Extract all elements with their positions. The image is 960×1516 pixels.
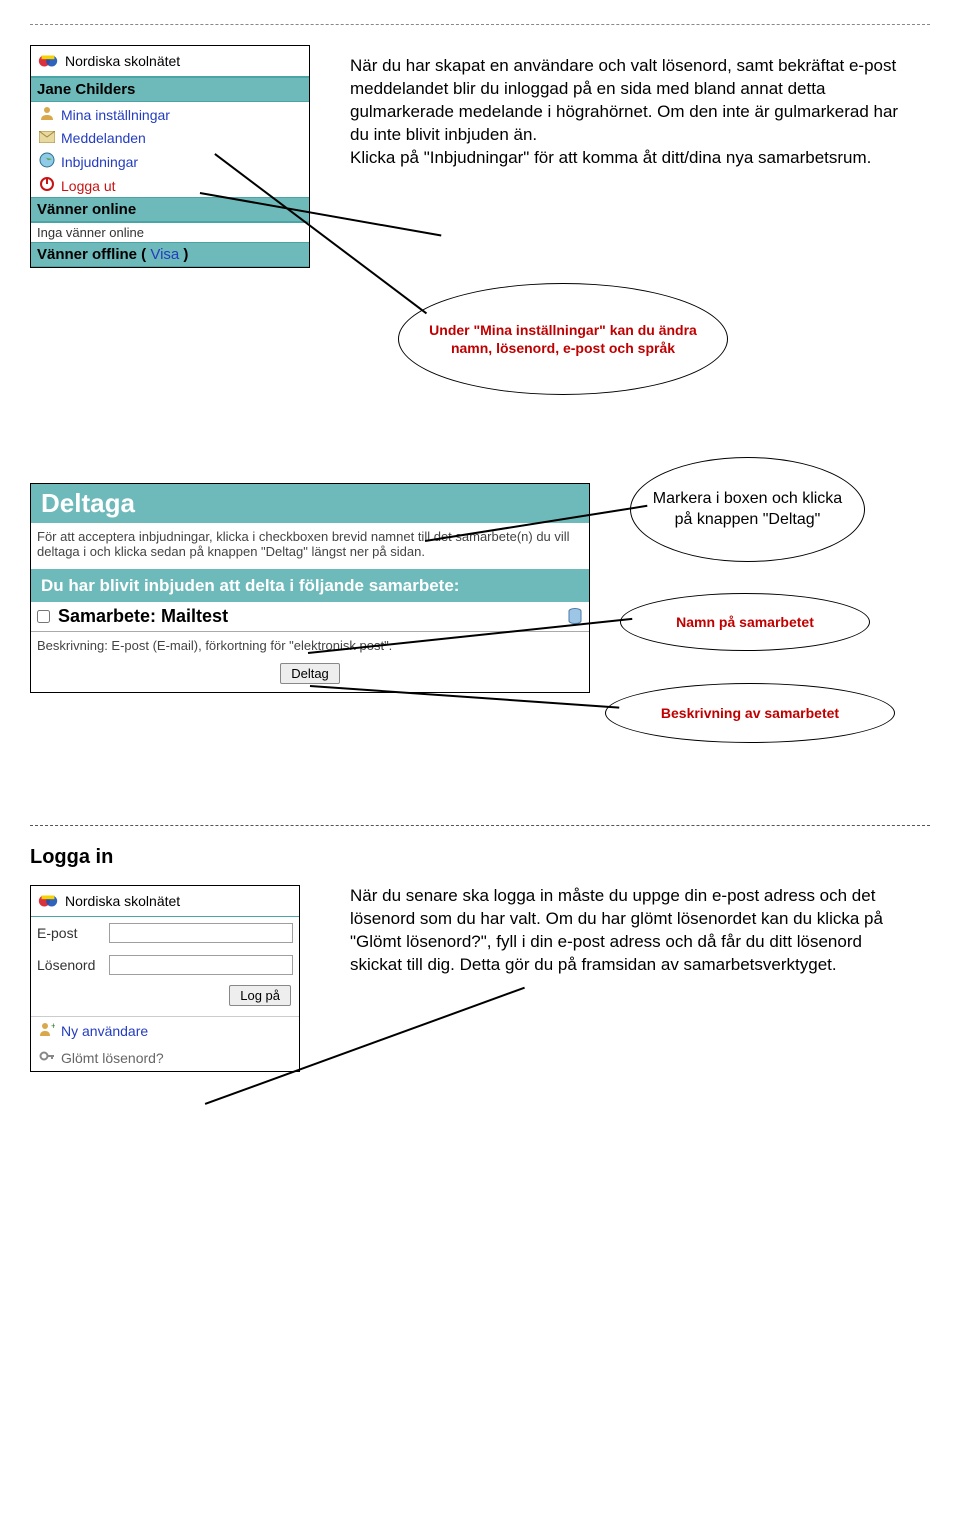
user-add-icon: +	[37, 1021, 57, 1040]
deltaga-panel: Deltaga För att acceptera inbjudningar, …	[30, 483, 590, 693]
brand-logo-icon	[37, 50, 59, 72]
power-icon	[37, 177, 57, 194]
sidebar-item-invitations[interactable]: Inbjudningar	[31, 149, 309, 174]
sidebar-item-settings[interactable]: Mina inställningar	[31, 102, 309, 127]
deltaga-subheader: Du har blivit inbjuden att delta i följa…	[31, 569, 589, 602]
login-section-title: Logga in	[30, 846, 930, 869]
svg-text:+: +	[51, 1021, 55, 1031]
callout-settings-text: Under "Mina inställningar" kan du ändra …	[417, 321, 709, 357]
instruction-text-2: När du senare ska logga in måste du uppg…	[350, 885, 910, 977]
friends-offline-prefix: Vänner offline (	[37, 246, 150, 263]
login-email-row: E-post	[31, 917, 299, 949]
login-brand: Nordiska skolnätet	[31, 886, 299, 917]
callout-settings: Under "Mina inställningar" kan du ändra …	[398, 283, 728, 395]
login-new-user-link[interactable]: + Ny användare	[31, 1017, 299, 1044]
deltaga-title: Deltaga	[31, 484, 589, 523]
samarbete-label: Samarbete: Mailtest	[58, 606, 228, 627]
login-email-input[interactable]	[109, 923, 293, 943]
login-forgot-link[interactable]: Glömt lösenord?	[31, 1044, 299, 1071]
sidebar-item-messages[interactable]: Meddelanden	[31, 127, 309, 149]
login-email-label: E-post	[37, 925, 109, 941]
deltaga-beskrivning: Beskrivning: E-post (E-mail), förkortnin…	[31, 632, 589, 659]
top-divider	[30, 24, 930, 25]
sidebar-panel: Nordiska skolnätet Jane Childers Mina in…	[30, 45, 310, 268]
callout-name-text: Namn på samarbetet	[676, 613, 814, 631]
mid-divider	[30, 825, 930, 826]
login-forgot-text: Glömt lösenord?	[61, 1050, 164, 1066]
login-button[interactable]: Log på	[229, 985, 291, 1006]
section-deltaga: Deltaga För att acceptera inbjudningar, …	[30, 465, 930, 785]
friends-offline-show-link[interactable]: Visa	[150, 246, 179, 263]
login-password-input[interactable]	[109, 955, 293, 975]
callout-checkbox-text: Markera i boxen och klicka på knappen "D…	[649, 489, 846, 531]
section-login: Nordiska skolnätet E-post Lösenord Log p…	[30, 885, 930, 1205]
friends-online-header: Vänner online	[31, 197, 309, 222]
callout-name: Namn på samarbetet	[620, 593, 870, 651]
callout-checkbox: Markera i boxen och klicka på knappen "D…	[630, 457, 865, 562]
sidebar-item-label: Mina inställningar	[61, 107, 170, 123]
sidebar-brand-text: Nordiska skolnätet	[65, 53, 180, 69]
samarbete-row[interactable]: Samarbete: Mailtest	[31, 602, 589, 632]
deltag-button[interactable]: Deltag	[280, 663, 340, 684]
brand-logo-icon	[37, 890, 59, 912]
callout-desc-text: Beskrivning av samarbetet	[661, 704, 839, 722]
user-icon	[37, 105, 57, 124]
sidebar-item-label: Logga ut	[61, 178, 116, 194]
login-panel: Nordiska skolnätet E-post Lösenord Log p…	[30, 885, 300, 1072]
globe-icon	[37, 152, 57, 171]
callout-desc: Beskrivning av samarbetet	[605, 683, 895, 743]
sidebar-brand: Nordiska skolnätet	[31, 46, 309, 77]
section-sidebar-instructions: Nordiska skolnätet Jane Childers Mina in…	[30, 45, 930, 425]
login-password-row: Lösenord	[31, 949, 299, 981]
login-brand-text: Nordiska skolnätet	[65, 893, 180, 909]
samarbete-checkbox[interactable]	[37, 610, 50, 623]
deltaga-desc: För att acceptera inbjudningar, klicka i…	[31, 523, 589, 569]
instruction-text-1: När du har skapat en användare och valt …	[350, 55, 910, 170]
key-icon	[37, 1048, 57, 1067]
friends-offline-suffix: )	[179, 246, 188, 263]
sidebar-item-label: Inbjudningar	[61, 154, 138, 170]
friends-online-text: Inga vänner online	[31, 222, 309, 242]
sidebar-username: Jane Childers	[31, 77, 309, 102]
mail-icon	[37, 130, 57, 146]
sidebar-item-label: Meddelanden	[61, 130, 146, 146]
login-password-label: Lösenord	[37, 957, 109, 973]
login-new-user-text: Ny användare	[61, 1023, 148, 1039]
friends-offline-header: Vänner offline ( Visa )	[31, 242, 309, 267]
